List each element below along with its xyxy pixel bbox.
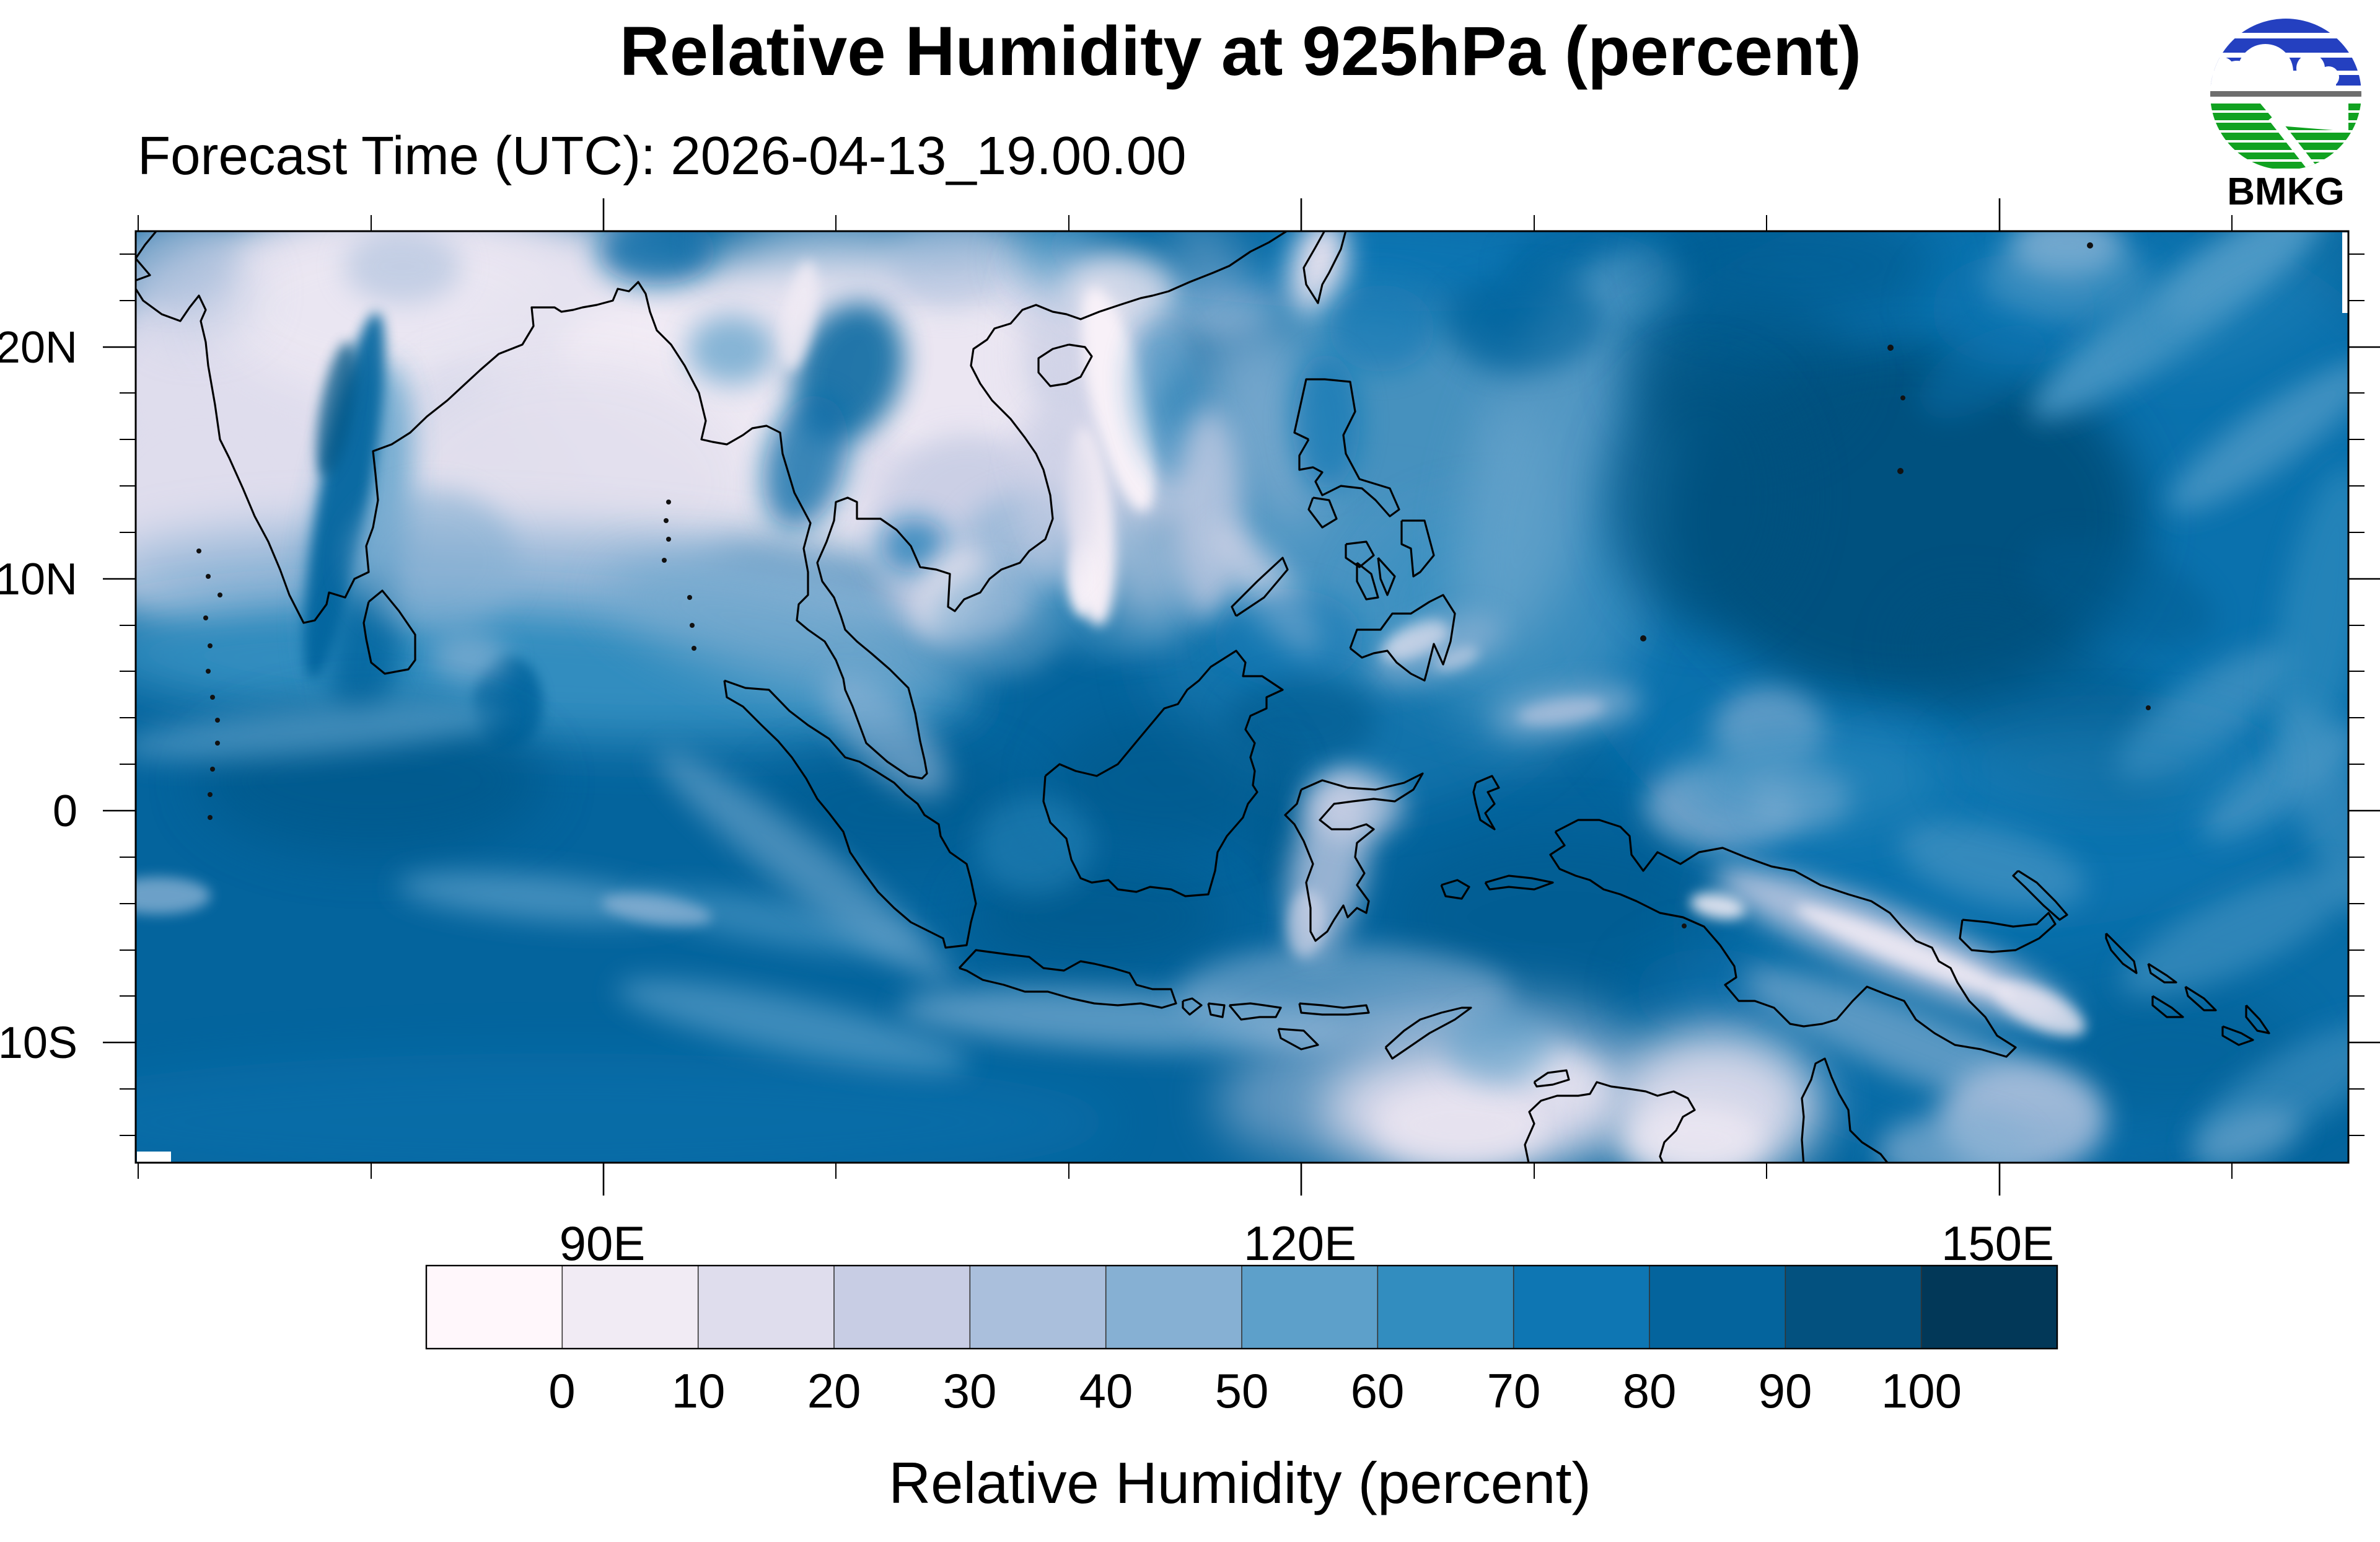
svg-text:60: 60 (1351, 1364, 1405, 1418)
svg-text:20: 20 (807, 1364, 861, 1418)
svg-text:Relative Humidity at 925hPa (p: Relative Humidity at 925hPa (percent) (620, 12, 1861, 90)
svg-text:80: 80 (1623, 1364, 1677, 1418)
svg-text:70: 70 (1487, 1364, 1541, 1418)
svg-text:40: 40 (1079, 1364, 1133, 1418)
svg-text:BMKG: BMKG (2227, 170, 2344, 213)
svg-text:0: 0 (548, 1364, 575, 1418)
svg-text:0: 0 (53, 786, 77, 836)
svg-text:50: 50 (1215, 1364, 1269, 1418)
svg-text:30: 30 (943, 1364, 997, 1418)
svg-text:10N: 10N (0, 555, 77, 604)
svg-text:10S: 10S (0, 1018, 77, 1068)
svg-text:120E: 120E (1244, 1216, 1356, 1271)
svg-text:10: 10 (672, 1364, 726, 1418)
svg-text:100: 100 (1881, 1364, 1962, 1418)
svg-text:Forecast Time (UTC): 2026-04-1: Forecast Time (UTC): 2026-04-13_19.00.00 (138, 126, 1186, 186)
svg-text:150E: 150E (1941, 1216, 2054, 1271)
svg-text:Relative Humidity (percent): Relative Humidity (percent) (889, 1450, 1591, 1515)
svg-text:90: 90 (1759, 1364, 1812, 1418)
svg-text:20N: 20N (0, 323, 77, 372)
svg-text:90E: 90E (560, 1216, 646, 1271)
